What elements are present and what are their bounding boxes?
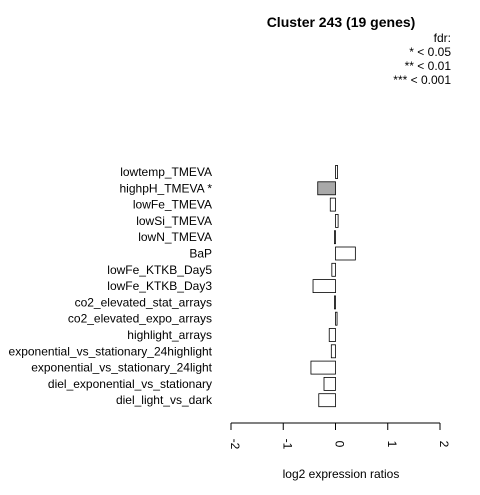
x-axis-label: log2 expression ratios [283,467,400,481]
bar-12 [310,360,336,375]
bar-2 [329,197,336,212]
x-tick-label-3: 1 [385,441,399,448]
bar-4 [334,230,336,245]
bar-0 [335,165,338,179]
bars-group [310,165,356,408]
category-label-4: lowN_TMEVA [138,230,212,244]
category-label-1: highpH_TMEVA * [120,181,213,195]
category-labels: lowtemp_TMEVA highpH_TMEVA * lowFe_TMEVAlo… [9,165,213,407]
category-label-14: diel_light_vs_dark [116,393,213,407]
x-tick-label-4: 2 [437,441,451,448]
category-label-7: lowFe_KTKB_Day3 [107,279,212,293]
bar-9 [335,311,338,326]
bar-1 [317,181,336,196]
category-label-12: exponential_vs_stationary_24light [31,361,212,375]
category-label-2: lowFe_TMEVA [133,198,212,212]
category-label-8: co2_elevated_stat_arrays [75,295,212,309]
legend-entry-fdr-005: * < 0.05 [409,45,451,59]
x-axis: -2 -1 0 1 2 [228,422,451,450]
legend-title: fdr: [434,31,451,45]
legend: fdr: * < 0.05 ** < 0.01 *** < 0.001 [393,31,451,87]
bar-13 [323,376,336,391]
category-label-11: exponential_vs_stationary_24highlight [9,344,213,358]
legend-entry-fdr-001: ** < 0.01 [405,59,452,73]
x-tick-label-1: -1 [280,439,294,450]
legend-entry-fdr-0001: *** < 0.001 [393,73,451,87]
bar-6 [331,262,336,277]
bar-14 [318,393,336,408]
category-label-6: lowFe_KTKB_Day5 [107,263,212,277]
category-label-9: co2_elevated_expo_arrays [68,312,212,326]
x-tick-label-2: 0 [333,441,347,448]
bar-8 [334,295,336,310]
bar-10 [328,328,336,342]
x-tick-label-0: -2 [228,439,242,450]
bar-5 [335,246,356,261]
chart-title: Cluster 243 (19 genes) [267,14,416,30]
category-label-13: diel_exponential_vs_stationary [48,377,212,391]
category-label-10: highlight_arrays [127,328,212,342]
category-label-3: lowSi_TMEVA [136,214,212,228]
bar-7 [312,279,336,294]
category-label-5: BaP [189,247,212,261]
category-label-0: lowtemp_TMEVA [120,165,212,179]
bar-3 [335,213,339,228]
bar-11 [330,344,336,359]
